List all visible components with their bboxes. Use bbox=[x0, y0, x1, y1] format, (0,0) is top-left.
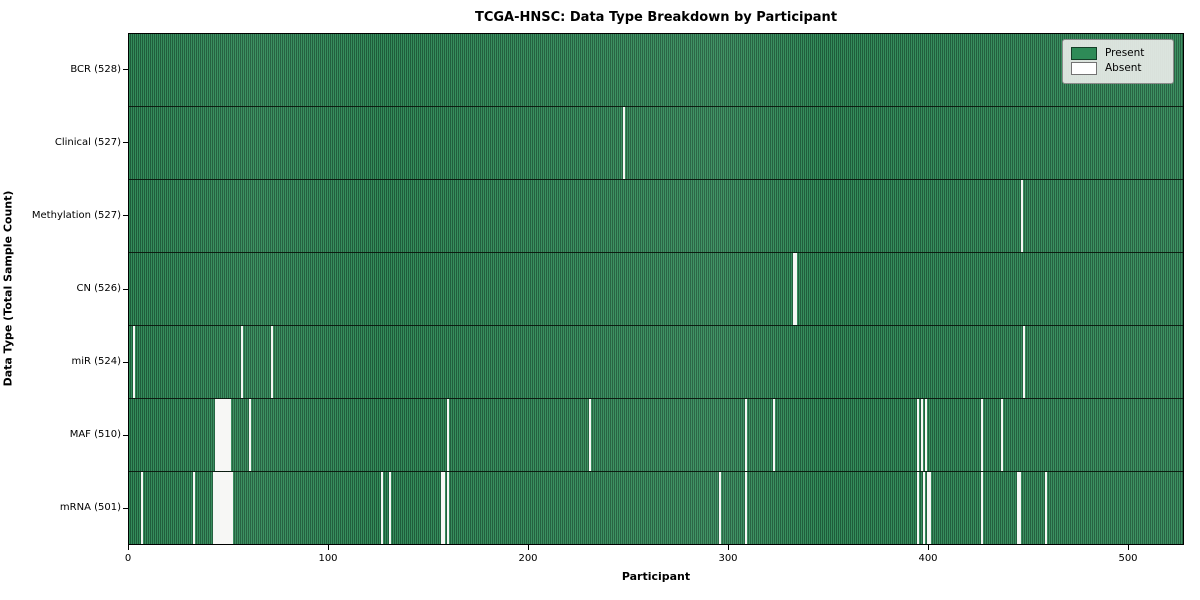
absent-stripe bbox=[589, 399, 591, 471]
xtick-label-200: 200 bbox=[518, 553, 538, 564]
xtick-label-100: 100 bbox=[318, 553, 338, 564]
heatmap-row-MAF bbox=[129, 398, 1183, 471]
ytick-label-BCR: BCR (528) bbox=[70, 63, 121, 75]
absent-stripe bbox=[719, 472, 721, 544]
heatmap-row-mRNA bbox=[129, 471, 1183, 544]
heatmap-row-Clinical bbox=[129, 106, 1183, 179]
absent-stripe bbox=[241, 326, 243, 398]
legend-item-absent: Absent bbox=[1071, 62, 1165, 75]
absent-stripe bbox=[193, 472, 195, 544]
absent-stripe bbox=[229, 472, 231, 544]
absent-stripe bbox=[981, 399, 983, 471]
absent-stripe bbox=[1045, 472, 1047, 544]
absent-stripe bbox=[231, 472, 233, 544]
legend-label-present: Present bbox=[1105, 47, 1145, 59]
absent-stripe bbox=[223, 399, 225, 471]
heatmap-row-Methylation bbox=[129, 179, 1183, 252]
absent-stripe bbox=[225, 399, 227, 471]
ytick-label-MAF: MAF (510) bbox=[69, 429, 121, 441]
absent-stripe bbox=[223, 472, 225, 544]
xtick-mark bbox=[727, 545, 729, 550]
absent-stripe bbox=[447, 472, 449, 544]
absent-stripe bbox=[923, 472, 925, 544]
absent-stripe bbox=[1001, 399, 1003, 471]
legend: Present Absent bbox=[1062, 39, 1174, 84]
absent-stripe bbox=[217, 399, 219, 471]
absent-stripe bbox=[215, 472, 217, 544]
absent-stripe bbox=[215, 399, 217, 471]
absent-stripe bbox=[447, 399, 449, 471]
absent-stripe bbox=[929, 472, 931, 544]
ytick-label-mRNA: mRNA (501) bbox=[59, 502, 121, 514]
absent-stripe bbox=[981, 472, 983, 544]
absent-stripe bbox=[793, 253, 795, 325]
xtick-label-500: 500 bbox=[1118, 553, 1138, 564]
heatmap-row-BCR bbox=[129, 34, 1183, 106]
absent-stripe bbox=[745, 399, 747, 471]
xtick-label-0: 0 bbox=[124, 553, 132, 564]
absent-stripe bbox=[921, 399, 923, 471]
absent-stripe bbox=[917, 399, 919, 471]
absent-stripe bbox=[133, 326, 135, 398]
ytick-mark bbox=[123, 361, 128, 363]
absent-stripe bbox=[927, 472, 929, 544]
xtick-mark bbox=[327, 545, 329, 550]
absent-stripe bbox=[773, 399, 775, 471]
ytick-label-miR: miR (524) bbox=[71, 356, 121, 368]
ytick-label-Methylation: Methylation (527) bbox=[31, 209, 121, 221]
absent-stripe bbox=[213, 472, 215, 544]
absent-stripe bbox=[441, 472, 443, 544]
absent-stripe bbox=[443, 472, 445, 544]
absent-stripe bbox=[225, 472, 227, 544]
present-swatch-icon bbox=[1071, 47, 1097, 60]
absent-stripe bbox=[229, 399, 231, 471]
xtick-mark bbox=[927, 545, 929, 550]
ytick-mark bbox=[123, 434, 128, 436]
ytick-mark bbox=[123, 69, 128, 71]
ytick-label-CN: CN (526) bbox=[76, 283, 121, 294]
absent-stripe bbox=[389, 472, 391, 544]
legend-label-absent: Absent bbox=[1105, 62, 1142, 74]
legend-item-present: Present bbox=[1071, 47, 1165, 60]
absent-stripe bbox=[227, 472, 229, 544]
absent-stripe bbox=[219, 399, 221, 471]
x-axis-label: Participant bbox=[621, 570, 691, 583]
chart-title: TCGA-HNSC: Data Type Breakdown by Partic… bbox=[474, 10, 838, 25]
xtick-mark bbox=[127, 545, 129, 550]
heatmap-row-CN bbox=[129, 252, 1183, 325]
xtick-label-400: 400 bbox=[918, 553, 938, 564]
absent-stripe bbox=[271, 326, 273, 398]
absent-stripe bbox=[249, 399, 251, 471]
ytick-mark bbox=[123, 142, 128, 144]
absent-stripe bbox=[219, 472, 221, 544]
ytick-mark bbox=[123, 215, 128, 217]
absent-stripe bbox=[221, 472, 223, 544]
xtick-mark bbox=[1127, 545, 1129, 550]
absent-stripe bbox=[1019, 472, 1021, 544]
ytick-mark bbox=[123, 288, 128, 290]
absent-stripe bbox=[141, 472, 143, 544]
absent-stripe bbox=[623, 107, 625, 179]
plot-area bbox=[128, 33, 1184, 545]
ytick-mark bbox=[123, 507, 128, 509]
absent-stripe bbox=[925, 399, 927, 471]
absent-stripe bbox=[381, 472, 383, 544]
absent-stripe bbox=[1021, 180, 1023, 252]
absent-stripe bbox=[1017, 472, 1019, 544]
absent-stripe bbox=[227, 399, 229, 471]
absent-stripe bbox=[745, 472, 747, 544]
xtick-mark bbox=[527, 545, 529, 550]
absent-stripe bbox=[217, 472, 219, 544]
absent-stripe bbox=[795, 253, 797, 325]
ytick-label-Clinical: Clinical (527) bbox=[54, 136, 121, 148]
xtick-label-300: 300 bbox=[718, 553, 738, 564]
absent-stripe bbox=[221, 399, 223, 471]
heatmap-row-miR bbox=[129, 325, 1183, 398]
absent-swatch-icon bbox=[1071, 62, 1097, 75]
absent-stripe bbox=[917, 472, 919, 544]
absent-stripe bbox=[1023, 326, 1025, 398]
